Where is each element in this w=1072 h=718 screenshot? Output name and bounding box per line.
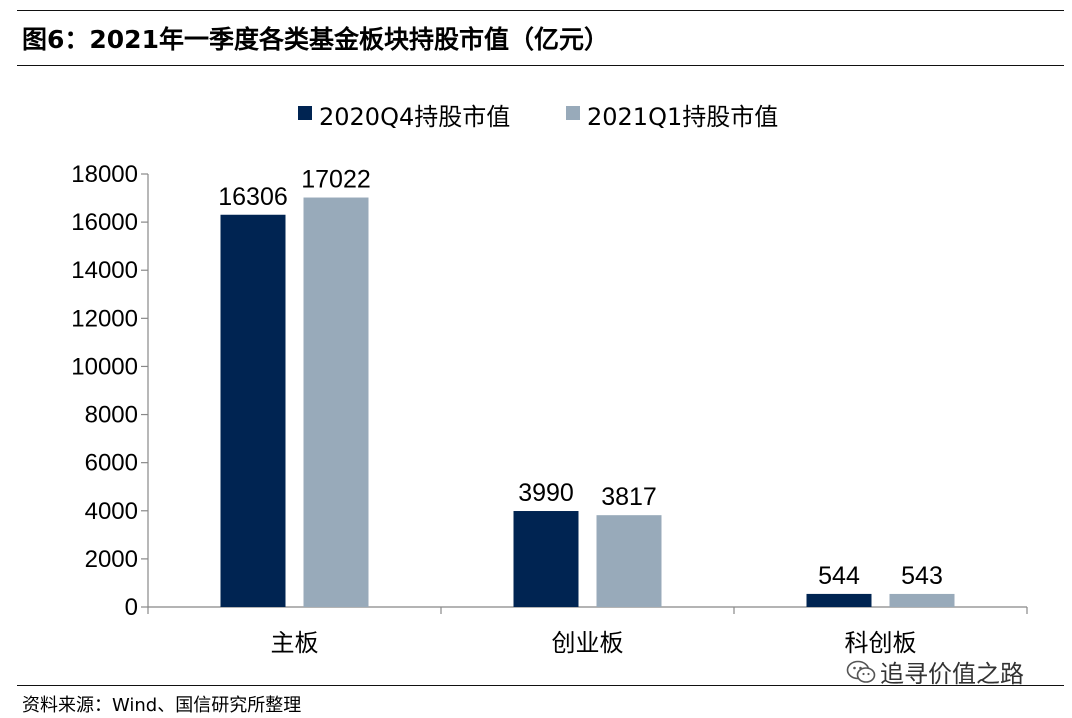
- y-tick-label: 12000: [71, 305, 138, 332]
- data-label: 544: [818, 562, 860, 590]
- legend-label: 2021Q1持股市值: [587, 103, 778, 131]
- x-tick-label: 创业板: [552, 629, 624, 657]
- legend-swatch: [298, 106, 312, 120]
- y-tick-label: 4000: [85, 498, 138, 525]
- bar: [303, 197, 369, 607]
- wechat-icon: [846, 660, 876, 683]
- y-tick-label: 8000: [85, 402, 138, 429]
- data-label: 3990: [518, 479, 574, 507]
- bar: [806, 593, 872, 607]
- bar: [596, 515, 662, 607]
- figure-title: 图6：2021年一季度各类基金板块持股市值（亿元）: [22, 25, 609, 54]
- watermark: 追寻价值之路: [846, 654, 1024, 689]
- x-tick-label: 科创板: [845, 629, 917, 657]
- top-rule: [17, 10, 1064, 11]
- title-rule: [17, 65, 1064, 66]
- y-tick-label: 0: [125, 594, 138, 621]
- y-tick-label: 2000: [85, 546, 138, 573]
- y-tick-label: 18000: [71, 161, 138, 188]
- bottom-rule: [17, 685, 1064, 686]
- watermark-text: 追寻价值之路: [880, 660, 1024, 688]
- y-tick-label: 6000: [85, 450, 138, 477]
- y-tick-label: 16000: [71, 209, 138, 236]
- legend-label: 2020Q4持股市值: [319, 103, 510, 131]
- bar: [513, 511, 579, 607]
- source-note: 资料来源：Wind、国信研究所整理: [22, 695, 302, 716]
- y-tick-label: 10000: [71, 353, 138, 380]
- data-label: 543: [901, 562, 943, 590]
- data-label: 16306: [218, 183, 288, 211]
- bar: [220, 214, 286, 607]
- data-label: 17022: [301, 166, 371, 194]
- y-tick-label: 14000: [71, 257, 138, 284]
- legend-swatch: [566, 106, 580, 120]
- x-tick-label: 主板: [271, 629, 319, 657]
- bar: [889, 593, 955, 607]
- data-label: 3817: [601, 483, 657, 511]
